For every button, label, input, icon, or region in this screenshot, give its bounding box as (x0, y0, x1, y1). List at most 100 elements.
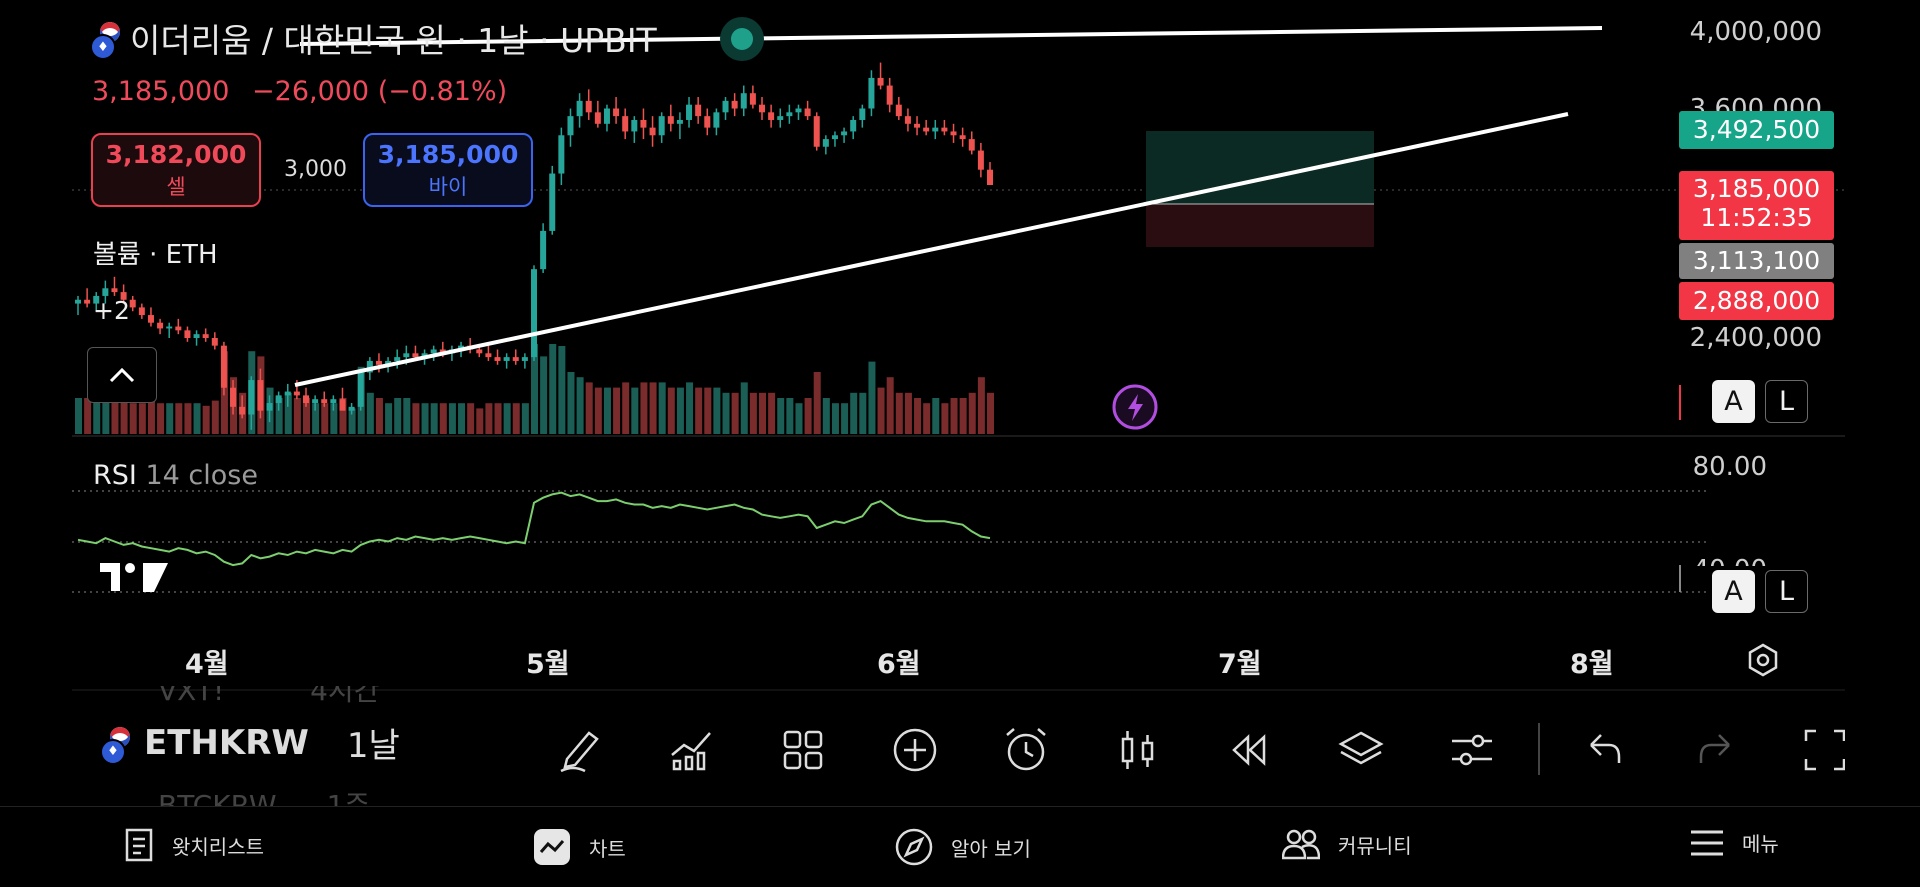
auto-scale-button[interactable]: A (1712, 380, 1755, 423)
nav-menu[interactable]: 메뉴 (1690, 828, 1779, 857)
trend-line-handle[interactable] (731, 28, 753, 50)
gray-price-tag[interactable]: 3,113,100 (1679, 243, 1834, 279)
volume-bar (831, 403, 839, 434)
volume-bar (275, 398, 283, 434)
buy-button[interactable]: 3,185,000 바이 (363, 133, 533, 207)
candle (959, 127, 966, 147)
indicators-icon[interactable] (663, 722, 719, 778)
replay-icon[interactable] (1221, 722, 1277, 778)
volume-bar (385, 403, 393, 434)
candle (202, 328, 209, 342)
redo-icon[interactable] (1688, 722, 1744, 778)
grid-icon[interactable] (775, 722, 831, 778)
candle (430, 345, 437, 361)
undo-icon[interactable] (1576, 722, 1632, 778)
sell-button[interactable]: 3,182,000 셀 (91, 133, 261, 207)
candle (850, 116, 857, 140)
symbol-code[interactable]: ETHKRW (144, 722, 309, 763)
target-price-tag[interactable]: 3,492,500 (1679, 111, 1834, 149)
candle (759, 97, 765, 120)
nav-watchlist[interactable]: 왓치리스트 (124, 828, 264, 862)
time-axis-label: 6월 (877, 649, 921, 680)
position-loss-zone[interactable] (1146, 204, 1374, 247)
volume-bar (540, 356, 548, 434)
more-indicators-count[interactable]: +2 (93, 296, 130, 325)
compass-icon (895, 828, 933, 866)
volume-bar (439, 403, 447, 434)
plus-circle-icon[interactable] (887, 722, 943, 778)
price-axis-label: 4,000,000 (1689, 17, 1822, 47)
nav-chart[interactable]: 차트 (533, 828, 626, 866)
volume-bar (585, 382, 593, 434)
nav-community[interactable]: 커뮤니티 (1282, 828, 1412, 860)
price-summary: 3,185,000 −26,000 (−0.81%) (92, 76, 507, 107)
volume-bar (193, 403, 201, 434)
trend-lines[interactable] (294, 17, 1603, 387)
time-axis-label: 4월 (185, 649, 229, 680)
volume-bar (622, 382, 630, 434)
volume-legend[interactable]: 볼륨 · ETH (93, 240, 218, 270)
candle (84, 288, 91, 308)
lightning-icon[interactable] (1112, 384, 1158, 430)
position-tool[interactable] (1146, 131, 1374, 247)
current-price-tag[interactable]: 3,185,000 11:52:35 (1679, 171, 1834, 240)
rsi-legend[interactable]: RSI 14 close (93, 460, 258, 491)
volume-bar (339, 398, 347, 434)
time-axis-settings-icon[interactable] (1745, 642, 1781, 682)
volume-bar (895, 392, 903, 434)
fullscreen-icon[interactable] (1800, 722, 1845, 778)
nav-label: 왓치리스트 (172, 834, 264, 859)
interval-value[interactable]: 1날 (346, 726, 400, 766)
candle (93, 292, 100, 312)
volume-bar (175, 403, 183, 434)
buy-price: 3,185,000 (377, 139, 519, 169)
pencil-icon[interactable] (552, 722, 608, 778)
candle (184, 326, 191, 342)
volume-bar (822, 398, 830, 434)
position-profit-zone[interactable] (1146, 131, 1374, 204)
lower-trend-line[interactable] (294, 112, 1569, 387)
volume-bar (850, 392, 858, 434)
symbol-title: 이더리움 / 대한민국 원 · 1날 · UPBIT (130, 21, 657, 60)
volume-bar (941, 403, 949, 434)
candle (512, 349, 519, 365)
volume-bar (494, 403, 502, 434)
volume-bar (84, 398, 92, 434)
candle (868, 70, 875, 117)
nav-explore[interactable]: 알아 보기 (895, 828, 1031, 866)
upper-trend-line[interactable] (299, 26, 1603, 46)
candles-icon[interactable] (1110, 722, 1166, 778)
volume-bar (138, 403, 146, 434)
volume-bar (211, 400, 219, 434)
layers-icon[interactable] (1333, 722, 1389, 778)
candle (312, 395, 319, 411)
volume-bar (704, 387, 712, 434)
volume-bar (184, 403, 192, 434)
candle (257, 368, 264, 419)
candle (713, 108, 720, 136)
rsi-auto-scale-button[interactable]: A (1712, 570, 1755, 613)
log-scale-button[interactable]: L (1765, 380, 1808, 423)
rsi-params: 14 close (145, 460, 258, 491)
volume-bar (968, 392, 976, 434)
volume-bar (658, 382, 666, 434)
volume-bar (567, 372, 575, 434)
candle (923, 119, 930, 136)
candle (667, 104, 674, 132)
settings-sliders-icon[interactable] (1444, 722, 1500, 778)
chart-title[interactable]: ♦ 이더리움 / 대한민국 원 · 1날 · UPBIT (90, 14, 657, 62)
rsi-log-scale-button[interactable]: L (1765, 570, 1808, 613)
symbol-picker-ghost-bottom: BTCKRW 1주 (158, 789, 371, 806)
candle (813, 112, 820, 151)
collapse-legend-button[interactable] (87, 347, 157, 403)
symbol-picker[interactable]: ♦ ETHKRW 1날 (100, 718, 400, 767)
stop-price-tag[interactable]: 2,888,000 (1679, 282, 1834, 320)
alarm-icon[interactable] (998, 722, 1054, 778)
candle (348, 403, 355, 415)
volume-bar (877, 387, 885, 434)
candle (740, 85, 747, 117)
candlesticks[interactable] (75, 62, 993, 430)
gridlines (72, 189, 1845, 691)
volume-bar (640, 382, 648, 434)
